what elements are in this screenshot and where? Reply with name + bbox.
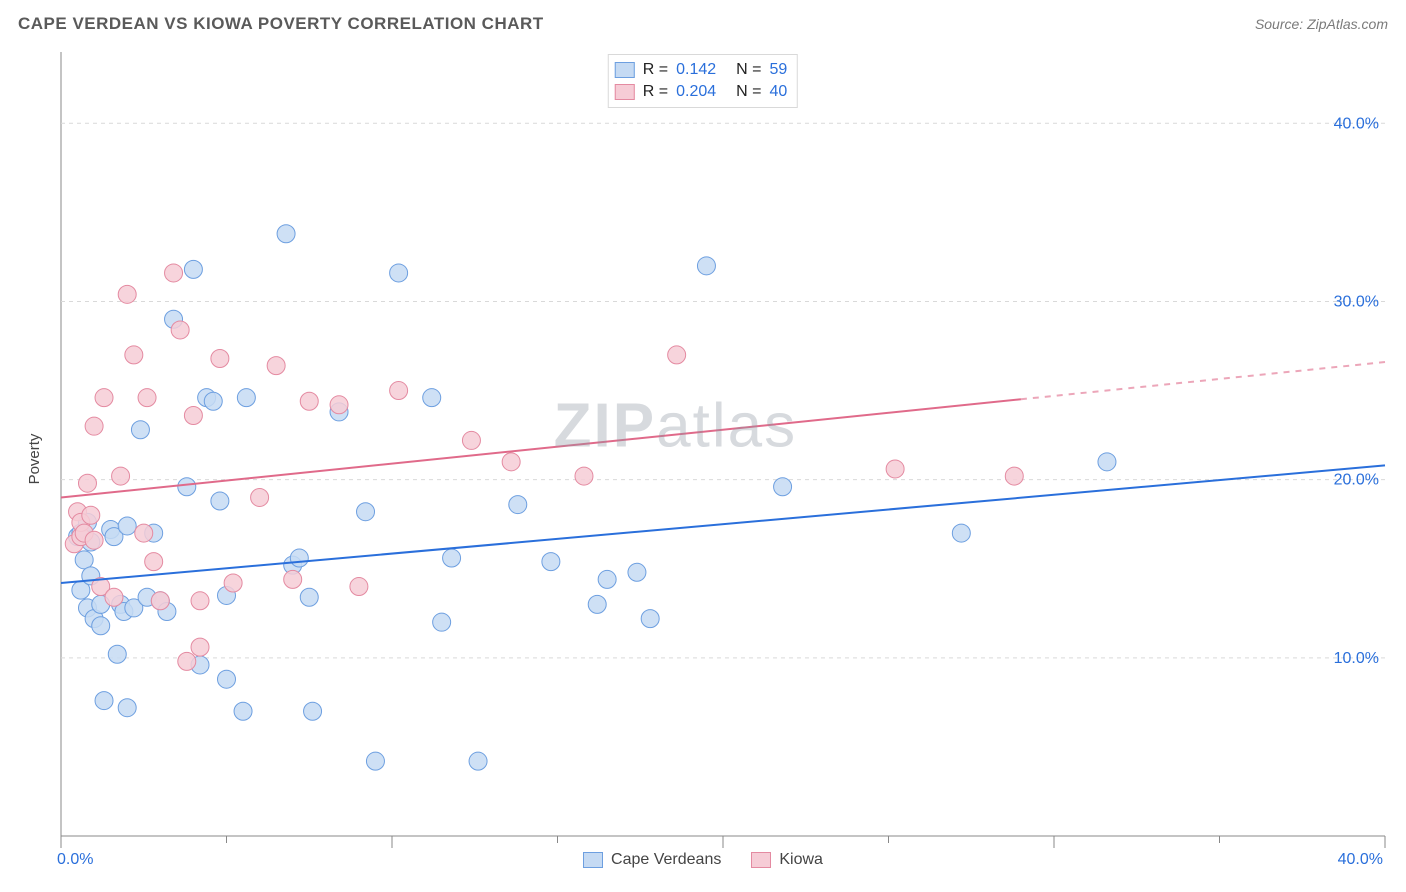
chart-title: CAPE VERDEAN VS KIOWA POVERTY CORRELATIO… (18, 14, 544, 34)
chart-area: Poverty 10.0%20.0%30.0%40.0% ZIPatlas R … (13, 44, 1393, 874)
legend-series-item: Cape Verdeans (583, 851, 721, 869)
legend-swatch-icon (751, 852, 771, 868)
svg-text:20.0%: 20.0% (1334, 472, 1379, 489)
y-axis-label: Poverty (26, 434, 43, 485)
r-label: R = (643, 61, 668, 79)
source-label: Source: ZipAtlas.com (1255, 16, 1388, 32)
r-value: 0.204 (676, 83, 728, 101)
legend-series-label: Kiowa (779, 851, 823, 869)
r-label: R = (643, 83, 668, 101)
legend-series: 0.0% Cape Verdeans Kiowa 40.0% (13, 846, 1393, 874)
svg-text:10.0%: 10.0% (1334, 650, 1379, 667)
legend-series-label: Cape Verdeans (611, 851, 721, 869)
n-value: 59 (769, 61, 787, 79)
x-axis-max-label: 40.0% (1338, 851, 1383, 869)
legend-swatch-icon (615, 62, 635, 78)
scatter-plot: 10.0% 20.0% 30.0% 40.0% (13, 44, 1393, 874)
legend-correlation: R = 0.142 N = 59 R = 0.204 N = 40 (608, 54, 798, 108)
x-axis-min-label: 0.0% (57, 851, 93, 869)
svg-text:40.0%: 40.0% (1334, 115, 1379, 132)
legend-correlation-row: R = 0.142 N = 59 (615, 59, 787, 81)
legend-correlation-row: R = 0.204 N = 40 (615, 81, 787, 103)
legend-swatch-icon (615, 84, 635, 100)
n-value: 40 (769, 83, 787, 101)
n-label: N = (736, 83, 761, 101)
chart-header: CAPE VERDEAN VS KIOWA POVERTY CORRELATIO… (8, 8, 1398, 44)
svg-text:30.0%: 30.0% (1334, 293, 1379, 310)
r-value: 0.142 (676, 61, 728, 79)
legend-series-item: Kiowa (751, 851, 823, 869)
n-label: N = (736, 61, 761, 79)
legend-swatch-icon (583, 852, 603, 868)
